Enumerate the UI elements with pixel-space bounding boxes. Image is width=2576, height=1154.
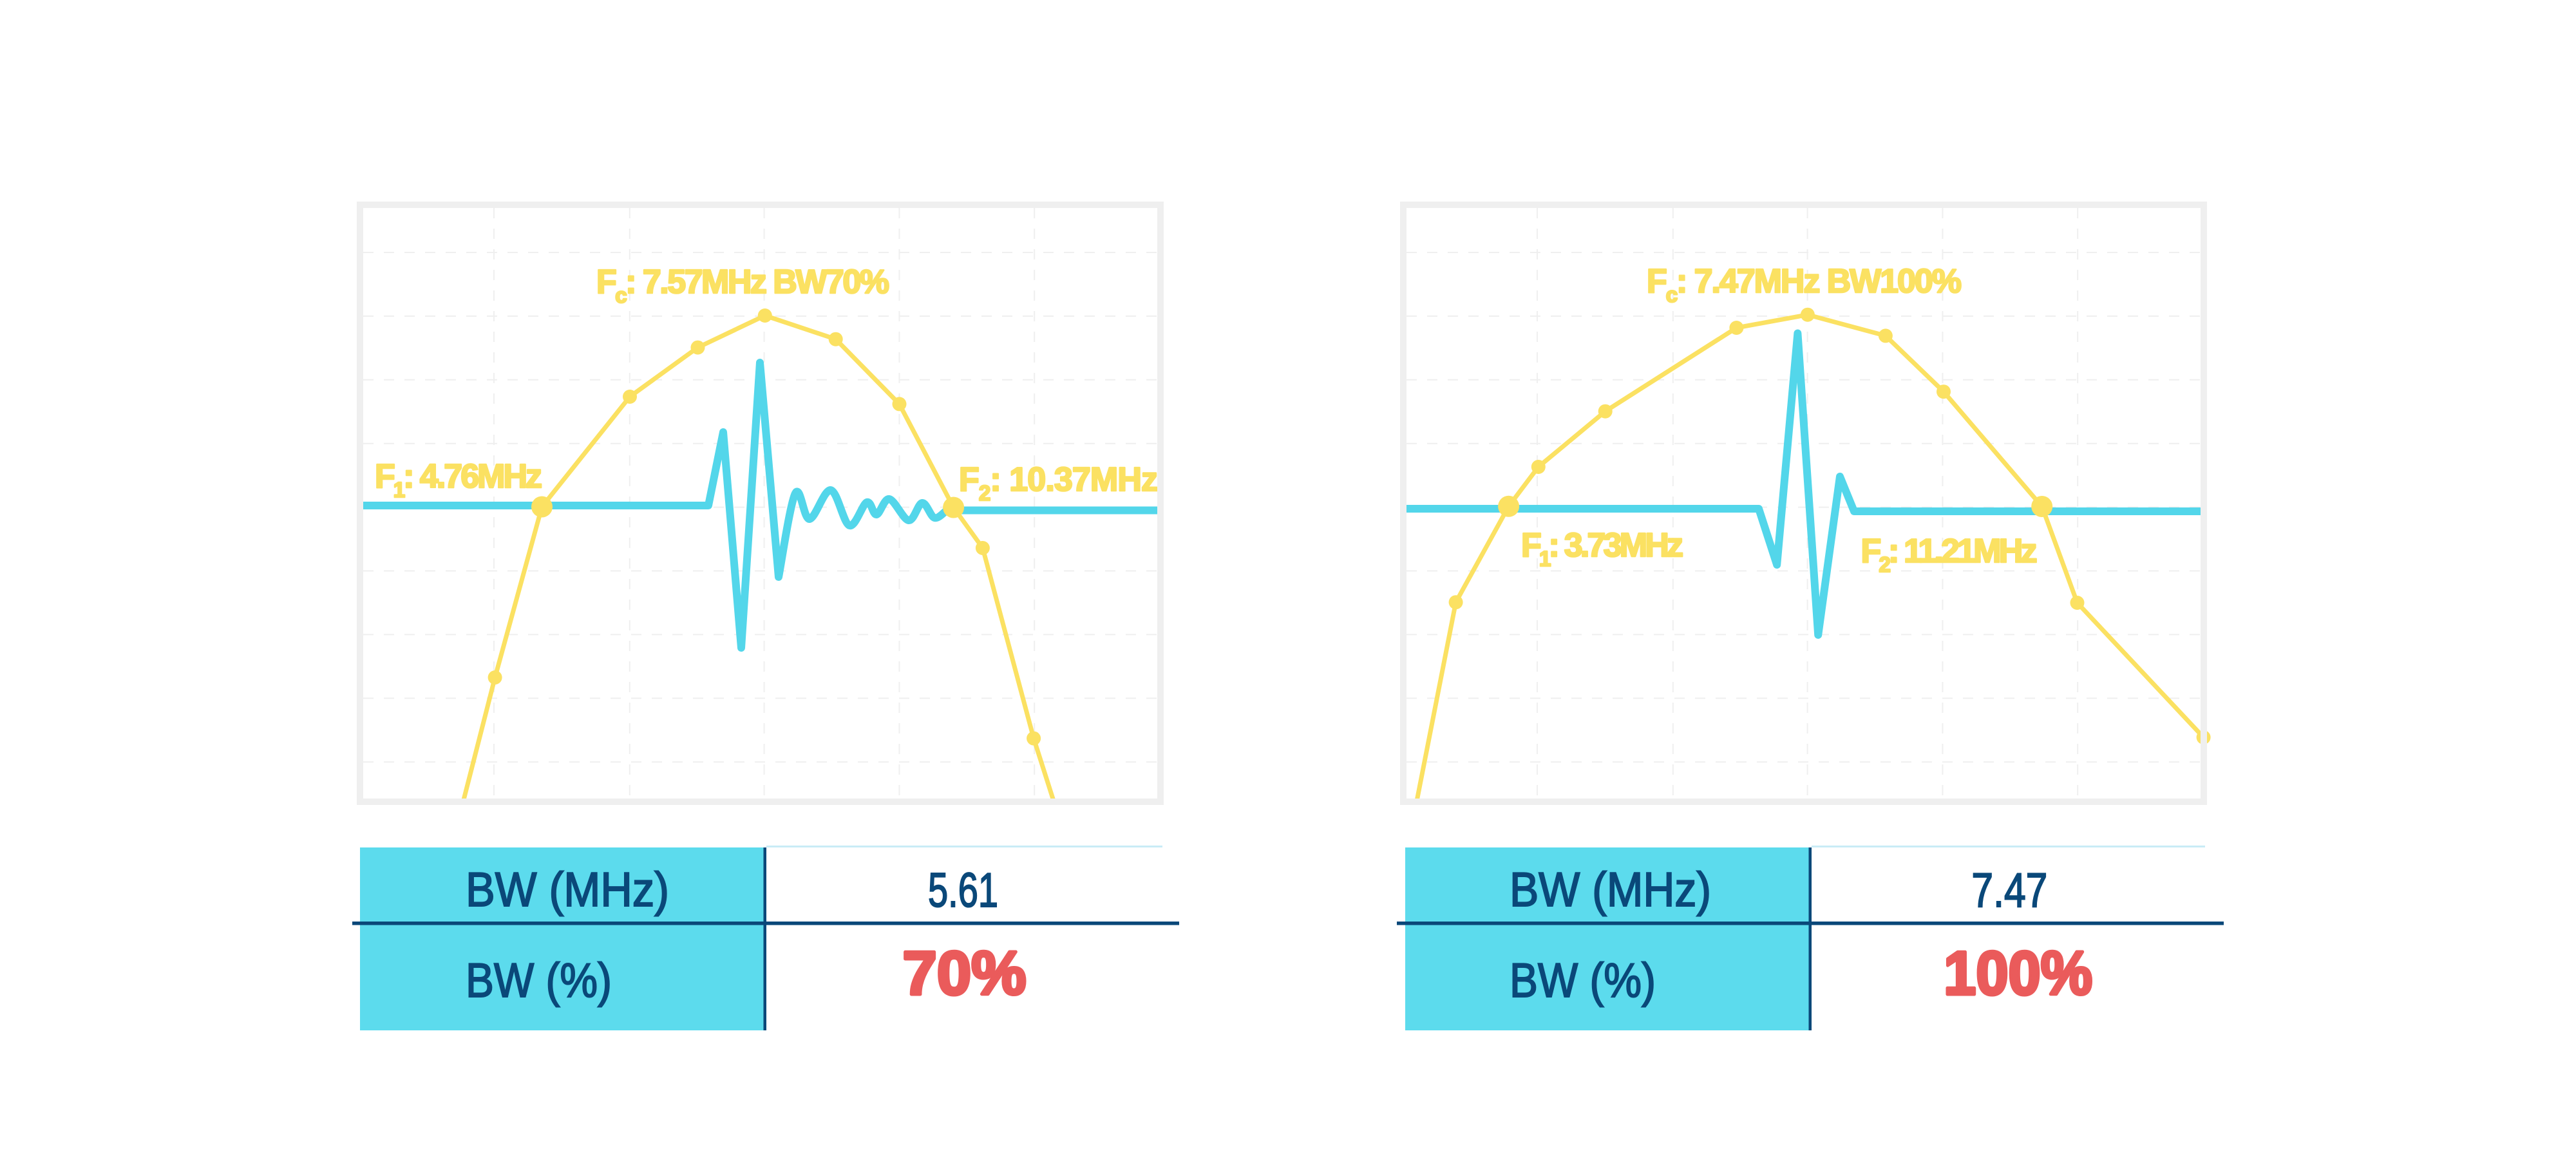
svg-text:BW (MHz): BW (MHz) — [466, 862, 669, 916]
svg-text:BW (%): BW (%) — [1510, 953, 1656, 1007]
svg-text:Fc: 7.57MHz BW70%: Fc: 7.57MHz BW70% — [596, 263, 889, 307]
svg-text:5.61: 5.61 — [928, 863, 998, 917]
svg-text:70%: 70% — [903, 939, 1027, 1008]
svg-text:BW (%): BW (%) — [466, 953, 612, 1007]
svg-text:BW (MHz): BW (MHz) — [1510, 862, 1711, 916]
svg-text:Fc: 7.47MHz BW100%: Fc: 7.47MHz BW100% — [1647, 263, 1962, 307]
svg-text:7.47: 7.47 — [1971, 863, 2047, 917]
svg-text:100%: 100% — [1944, 939, 2092, 1008]
svg-text:F2: 11.21MHz: F2: 11.21MHz — [1861, 533, 2038, 576]
svg-text:F1: 4.76MHz: F1: 4.76MHz — [375, 458, 542, 502]
svg-text:F2: 10.37MHz: F2: 10.37MHz — [959, 461, 1158, 505]
